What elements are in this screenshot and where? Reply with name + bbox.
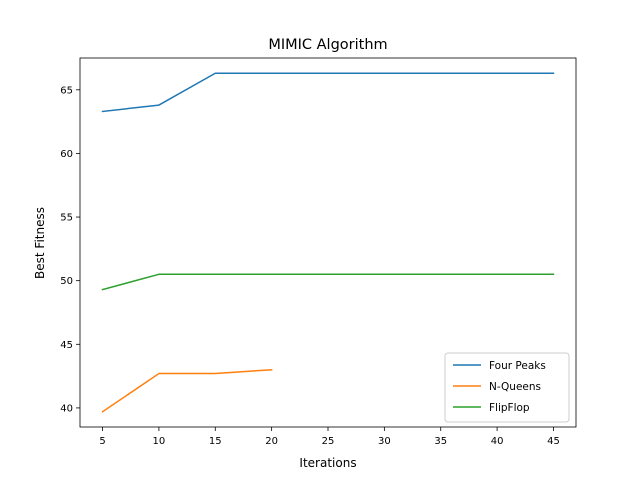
x-tick-label: 35: [434, 436, 447, 447]
x-tick-label: 20: [265, 436, 278, 447]
x-tick-label: 25: [322, 436, 335, 447]
x-tick-label: 40: [491, 436, 504, 447]
x-tick-label: 45: [547, 436, 560, 447]
legend-box: [444, 352, 570, 423]
series-line-3: [101, 273, 555, 291]
y-tick-label: 55: [60, 213, 73, 224]
legend: Four Peaks N-Queens FlipFlop: [444, 352, 570, 423]
y-tick-label: 65: [60, 85, 73, 96]
y-axis-label: Best Fitness: [33, 207, 47, 279]
x-tick-label: 10: [153, 436, 166, 447]
chart-title: MIMIC Algorithm: [268, 37, 387, 53]
y-tick-label: 50: [60, 276, 73, 287]
series-line-2: [101, 368, 273, 413]
y-tick-label: 60: [60, 149, 73, 160]
x-axis-label: Iterations: [299, 456, 356, 470]
x-tick-label: 5: [99, 436, 105, 447]
axes: 5 10 15 20 25 30 35 40 45 40 45 50 55 60 65: [60, 57, 577, 447]
legend-label: Four Peaks: [489, 360, 546, 372]
y-tick-label: 45: [60, 340, 73, 351]
legend-label: N-Queens: [489, 381, 541, 393]
x-tick-label: 15: [209, 436, 222, 447]
y-tick-label: 40: [60, 403, 73, 414]
legend-label: FlipFlop: [489, 402, 530, 414]
plot-area: [101, 72, 555, 413]
x-tick-label: 30: [378, 436, 391, 447]
series-line-1: [101, 72, 555, 113]
